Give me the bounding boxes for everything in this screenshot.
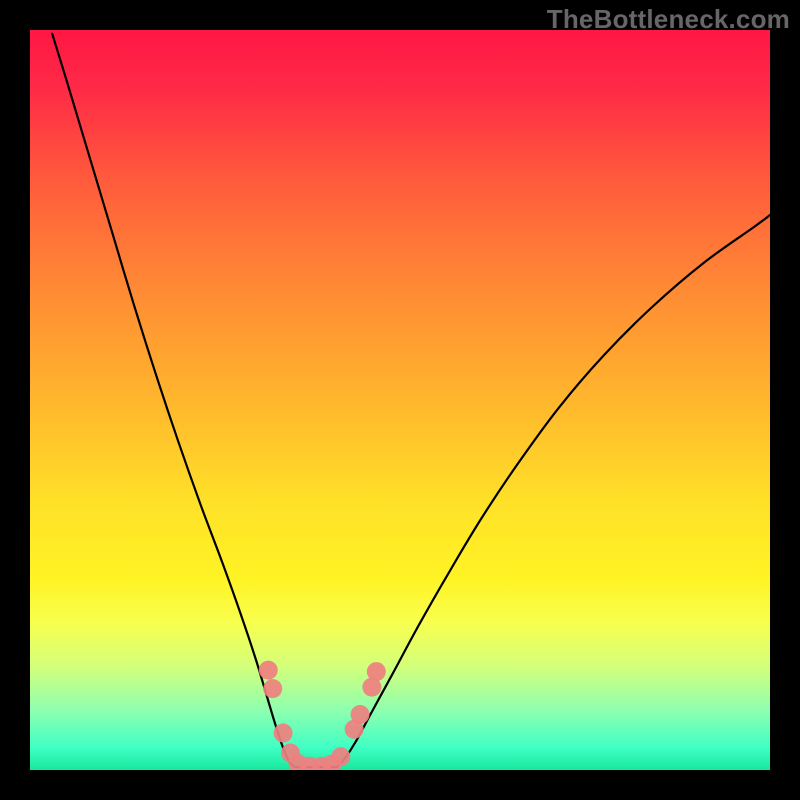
outer-frame: TheBottleneck.com [0,0,800,800]
data-marker [274,724,293,743]
data-marker [263,679,282,698]
plot-area [30,30,770,770]
data-marker [367,662,386,681]
data-marker [259,661,278,680]
data-marker [331,747,350,766]
data-marker [351,705,370,724]
watermark-text: TheBottleneck.com [547,4,790,35]
bottleneck-chart [30,30,770,770]
